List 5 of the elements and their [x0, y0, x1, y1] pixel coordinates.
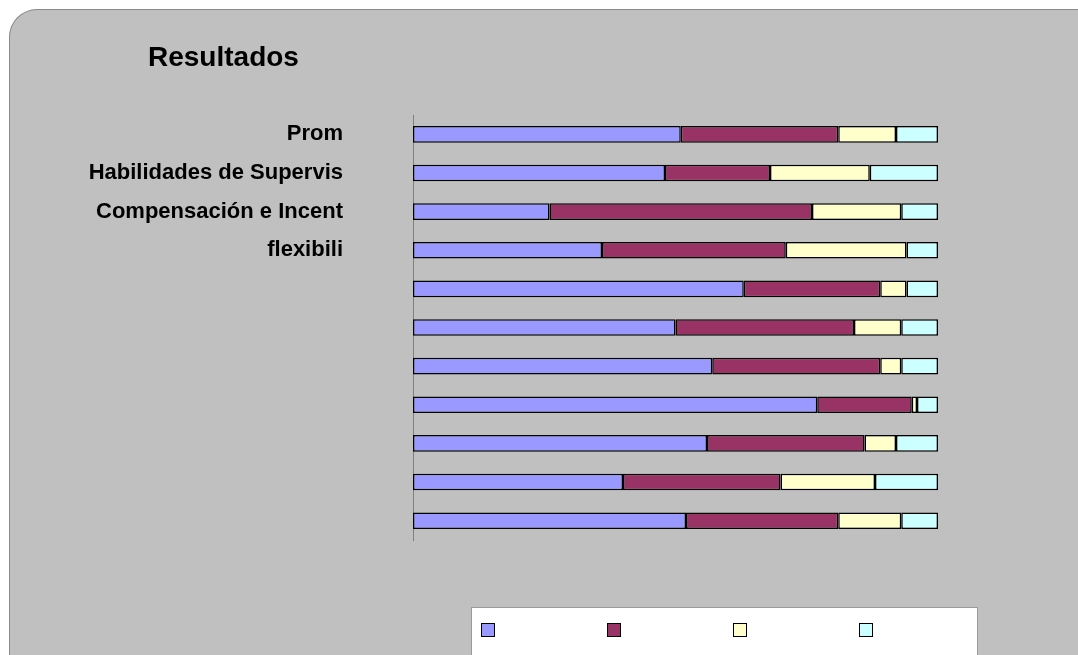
y-tick-label: flexibili [267, 236, 343, 262]
y-tick-label: Prom [286, 120, 343, 146]
y-tick-label: Habilidades de Supervis [88, 159, 343, 185]
y-tick-label: Compensación e Incent [96, 197, 344, 223]
chart-title: Resultados [148, 40, 299, 72]
